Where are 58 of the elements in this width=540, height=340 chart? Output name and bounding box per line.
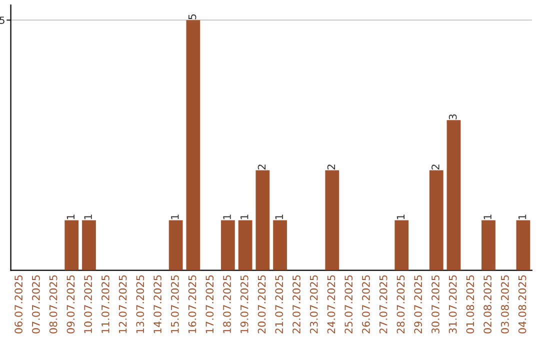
x-tick-label: 02.08.2025	[484, 275, 492, 334]
bar	[82, 220, 96, 270]
x-tick-label: 21.07.2025	[275, 275, 284, 334]
bar	[64, 220, 79, 270]
data-label: 1	[66, 214, 74, 220]
bar	[516, 220, 530, 270]
x-tick-label: 19.07.2025	[240, 275, 248, 333]
x-tick-label: 03.08.2025	[500, 275, 509, 334]
data-label: 1	[275, 214, 283, 220]
data-label: 2	[432, 164, 440, 170]
x-tick-label: 06.07.2025	[14, 275, 23, 334]
data-label: 5	[188, 14, 196, 20]
x-tick-label: 24.07.2025	[327, 275, 336, 334]
x-tick-label: 11.07.2025	[101, 275, 110, 333]
data-label: 1	[84, 214, 92, 220]
data-label: 1	[396, 214, 404, 220]
bar	[256, 170, 270, 270]
x-tick-label: 01.08.2025	[466, 275, 474, 334]
bar	[273, 220, 287, 270]
x-tick-label: 14.07.2025	[154, 275, 162, 333]
data-label: 1	[240, 214, 248, 220]
x-tick-label: 25.07.2025	[344, 275, 353, 334]
data-label: 2	[258, 164, 266, 170]
data-label: 1	[223, 214, 231, 220]
x-tick-label: 17.07.2025	[206, 275, 214, 333]
x-tick-label: 10.07.2025	[84, 275, 92, 333]
data-label: 3	[448, 114, 457, 120]
x-tick-label: 04.08.2025	[518, 275, 526, 334]
x-tick-label: 09.07.2025	[66, 275, 75, 334]
bar	[186, 20, 200, 270]
x-tick-label: 29.07.2025	[414, 275, 422, 334]
x-tick-label: 13.07.2025	[136, 275, 144, 333]
bar	[325, 170, 340, 270]
x-tick-label: 20.07.2025	[258, 275, 266, 334]
x-tick-label: 26.07.2025	[362, 275, 370, 334]
bar	[429, 170, 444, 270]
x-tick-label: 16.07.2025	[188, 275, 196, 333]
x-tick-label: 28.07.2025	[396, 275, 405, 334]
data-label: 1	[518, 214, 526, 220]
bar	[394, 220, 409, 270]
data-label: 1	[171, 214, 179, 220]
x-tick-label: 22.07.2025	[292, 275, 300, 334]
x-tick-label: 15.07.2025	[170, 275, 179, 333]
bar	[482, 220, 496, 270]
x-tick-label: 31.07.2025	[448, 275, 457, 334]
data-label: 1	[484, 214, 492, 220]
data-label: 2	[327, 164, 336, 170]
bar	[168, 220, 183, 270]
x-tick-label: 30.07.2025	[432, 275, 440, 334]
bar	[446, 120, 461, 270]
x-tick-label: 23.07.2025	[310, 275, 318, 334]
x-tick-label: 18.07.2025	[223, 275, 231, 333]
x-tick-label: 07.07.2025	[32, 275, 40, 334]
bar	[238, 220, 252, 270]
x-tick-label: 27.07.2025	[379, 275, 388, 334]
bar	[220, 220, 235, 270]
x-tick-label: 08.07.2025	[49, 275, 58, 334]
x-tick-label: 12.07.2025	[118, 275, 127, 333]
